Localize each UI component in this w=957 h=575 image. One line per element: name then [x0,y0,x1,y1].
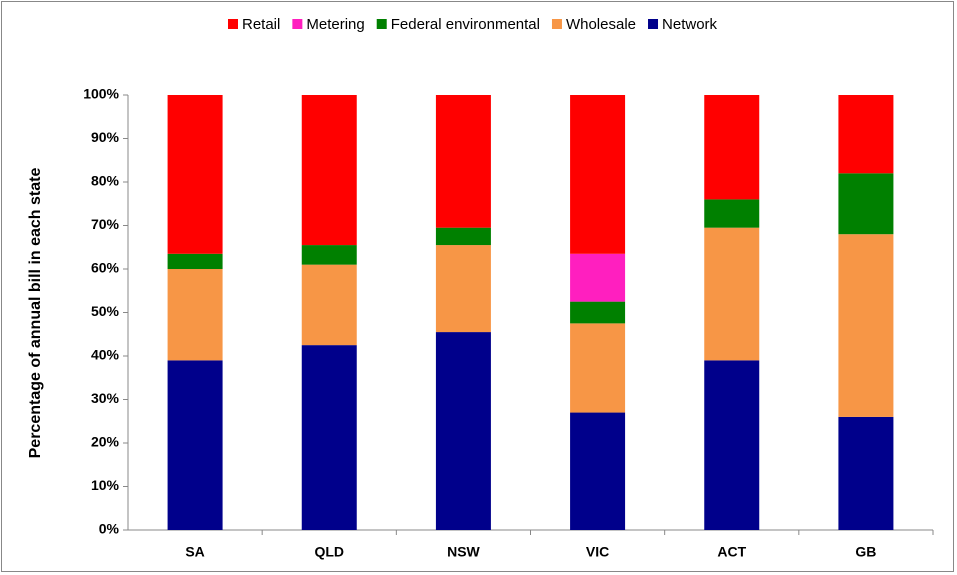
y-tick-label: 30% [91,390,120,406]
legend-label: Retail [242,16,280,33]
y-tick-label: 0% [99,521,120,537]
x-tick-label: NSW [447,544,480,560]
legend-swatch [648,19,659,29]
bar-segment [301,95,357,246]
legend-label: Federal environmental [391,16,540,33]
legend-swatch [292,19,303,29]
bar-segment [570,95,626,254]
legend-label: Metering [306,16,364,33]
bar-segment [570,323,626,413]
x-tick-label: VIC [586,544,609,560]
bar-segment [167,253,223,269]
bar-segment [301,264,357,346]
x-tick-label: GB [855,544,876,560]
bar-segment [570,412,626,530]
y-tick-label: 80% [91,173,120,189]
legend-label: Wholesale [566,16,636,33]
bar-segment [838,416,894,530]
y-tick-label: 10% [91,477,120,493]
bar-segment [435,95,491,228]
legend-swatch [551,19,562,29]
y-tick-label: 90% [91,129,120,145]
bar-segment [704,360,760,530]
bar-segment [704,199,760,228]
bar-segment [301,345,357,530]
bar-segment [435,227,491,246]
bar-segment [435,245,491,333]
legend-swatch [228,19,238,29]
bar-segment [838,95,894,174]
x-tick-label: SA [185,544,204,560]
y-tick-label: 20% [91,434,120,450]
legend-swatch [376,19,387,29]
bar-segment [301,245,357,265]
bar-segment [704,95,760,200]
x-tick-label: ACT [717,544,746,560]
y-tick-label: 50% [91,303,120,319]
y-axis-title: Percentage of annual bill in each state [27,168,44,459]
y-tick-label: 40% [91,347,120,363]
x-tick-label: QLD [314,544,344,560]
bar-segment [838,234,894,417]
y-tick-label: 70% [91,216,120,232]
bar-segment [704,227,760,361]
bar-segment [167,95,223,254]
legend-label: Network [662,16,718,33]
bar-segment [167,360,223,530]
bar-segment [570,301,626,324]
y-tick-label: 60% [91,260,120,276]
bar-segment [570,253,626,302]
bar-segment [838,173,894,235]
y-tick-label: 100% [83,86,119,102]
bar-segment [167,269,223,361]
bar-segment [435,332,491,530]
